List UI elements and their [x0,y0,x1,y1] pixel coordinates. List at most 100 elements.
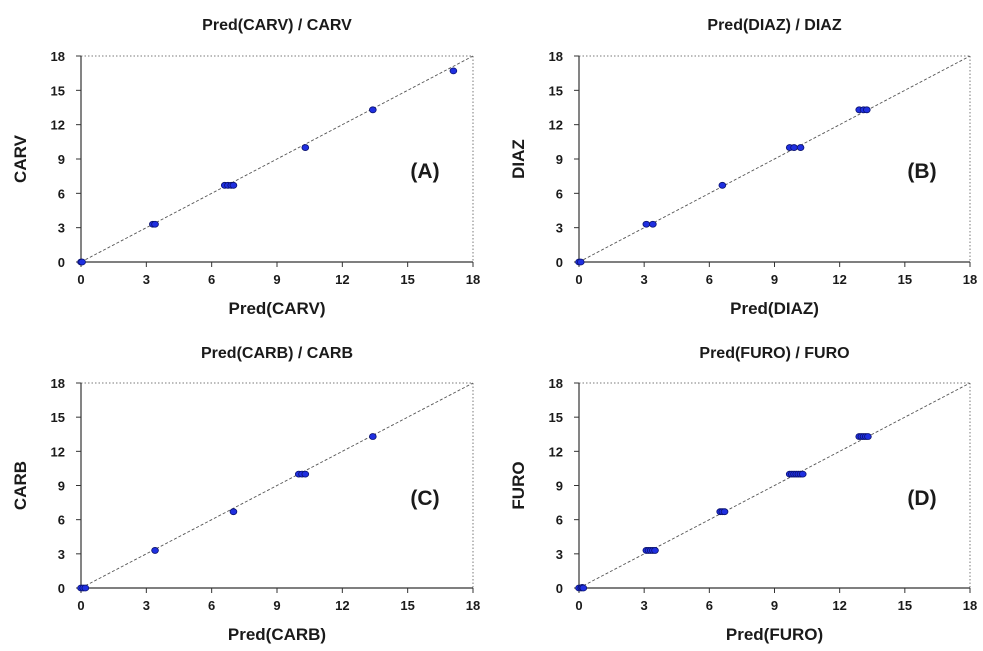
y-tick-label: 12 [549,118,563,133]
y-tick-label: 12 [51,444,65,459]
data-point [78,258,86,266]
panel-label: (B) [907,160,936,183]
data-point [301,144,310,151]
scatter-panel: 0 3 6 9 12 15 18 0 3 6 9 12 15 18 Pred(CARB) / CARB Pre… [11,345,480,644]
y-tick-label: 12 [549,444,563,459]
y-tick-label: 15 [51,410,65,425]
y-tick-label: 18 [51,376,65,391]
y-tick-label: 9 [58,152,65,167]
x-axis-label: Pred(FURO) [726,625,823,644]
x-axis-label: Pred(CARB) [228,625,326,644]
y-tick-label: 12 [51,118,65,133]
data-point [863,106,871,114]
x-axis-label: Pred(DIAZ) [730,299,819,318]
x-tick-label: 15 [400,272,414,287]
x-tick-label: 12 [335,272,349,287]
y-tick-label: 18 [549,49,563,64]
identity-reference-line [80,382,474,589]
scatter-panel: 0 3 6 9 12 15 18 0 3 6 9 12 15 18 Pred(CARV) / CARV Pre… [11,17,480,318]
data-point [790,144,798,151]
data-point [798,470,807,478]
x-tick-label: 18 [466,272,480,287]
x-tick-label: 9 [273,598,280,613]
panel-title: Pred(FURO) / FURO [699,345,849,362]
x-tick-label: 18 [963,598,977,613]
x-tick-label: 6 [208,598,215,613]
x-tick-label: 0 [77,272,84,287]
scatter-panel: 0 3 6 9 12 15 18 0 3 6 9 12 15 18 Pred(DIAZ) / DIAZ Pre… [509,17,977,318]
x-tick-label: 15 [400,598,414,613]
x-tick-label: 3 [641,598,648,613]
panel-title: Pred(DIAZ) / DIAZ [707,17,841,34]
x-tick-label: 12 [832,598,846,613]
y-tick-label: 6 [58,513,65,528]
y-tick-label: 9 [556,479,563,494]
data-point [579,584,588,592]
data-point [449,67,458,75]
y-tick-label: 9 [556,152,563,167]
x-tick-label: 15 [898,272,912,287]
panel-label: (C) [410,487,439,510]
data-point [720,508,729,516]
x-tick-label: 3 [143,598,150,613]
y-tick-label: 15 [549,83,563,98]
data-point [642,220,651,228]
data-point [369,433,377,440]
x-tick-label: 3 [641,272,648,287]
y-tick-label: 3 [556,547,563,562]
scatter-panel: 0 3 6 9 12 15 18 0 3 6 9 12 15 18 Pred(FURO) / FURO Pre… [509,345,977,644]
x-tick-label: 12 [832,272,846,287]
data-point [81,584,90,592]
data-point [796,144,805,151]
identity-reference-line [578,382,971,589]
identity-reference-line [80,55,474,263]
y-tick-label: 18 [51,49,65,64]
x-tick-label: 18 [466,598,480,613]
y-tick-label: 0 [556,581,563,596]
y-tick-label: 18 [549,376,563,391]
x-tick-label: 9 [771,598,778,613]
x-tick-label: 6 [706,272,713,287]
y-tick-label: 6 [58,186,65,201]
y-tick-label: 6 [556,513,563,528]
y-tick-label: 3 [58,221,65,236]
x-tick-label: 15 [898,598,912,613]
data-point [369,106,377,114]
data-point [651,547,659,554]
data-point [151,547,159,554]
data-point [151,220,159,228]
x-tick-label: 9 [273,272,280,287]
x-tick-label: 0 [575,272,582,287]
y-axis-label: CARV [11,134,30,183]
data-point [301,470,310,478]
data-point [718,181,727,189]
y-tick-label: 0 [58,581,65,596]
data-point [649,220,657,228]
data-point [864,433,872,440]
y-axis-label: FURO [509,461,528,509]
y-tick-label: 15 [51,83,65,98]
panel-label: (D) [907,487,936,510]
panel-label: (A) [410,160,439,183]
x-tick-label: 0 [77,598,84,613]
y-tick-label: 0 [556,255,563,270]
y-tick-label: 0 [58,255,65,270]
x-tick-label: 9 [771,272,778,287]
y-axis-label: DIAZ [509,139,528,179]
panel-title: Pred(CARB) / CARB [201,345,353,362]
y-tick-label: 9 [58,479,65,494]
x-axis-label: Pred(CARV) [229,299,326,318]
identity-reference-line [578,55,971,263]
y-axis-label: CARB [11,461,30,510]
x-tick-label: 6 [208,272,215,287]
x-tick-label: 12 [335,598,349,613]
y-tick-label: 3 [556,221,563,236]
x-tick-label: 18 [963,272,977,287]
data-point [576,258,585,266]
y-tick-label: 15 [549,410,563,425]
panel-title: Pred(CARV) / CARV [202,17,352,34]
y-tick-label: 6 [556,186,563,201]
x-tick-label: 6 [706,598,713,613]
data-point [229,181,238,189]
